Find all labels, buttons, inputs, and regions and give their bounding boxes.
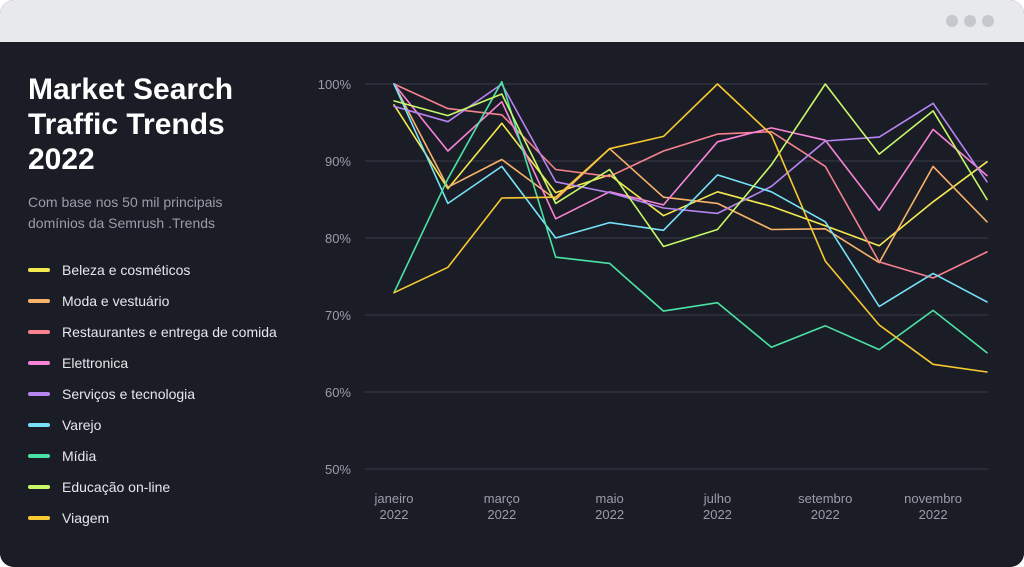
y-axis-ticks: 100% 90% 80% 70% 60% 50% [318, 77, 352, 477]
legend-item-beleza-e-cosmeticos[interactable]: Beleza e cosméticos [28, 254, 318, 285]
series-line-elettronica [393, 83, 988, 220]
x-tick-year-marco: 2022 [487, 507, 516, 522]
x-tick-month-setembro: setembro [798, 491, 852, 506]
x-tick-year-setembro: 2022 [811, 507, 840, 522]
series-line-restaurantes-e-entrega-de-comida [393, 83, 988, 279]
y-tick-label-70: 70% [325, 308, 351, 323]
legend-label: Beleza e cosméticos [62, 261, 191, 278]
legend-swatch [28, 329, 50, 334]
series-line-midia [393, 80, 988, 354]
x-tick-month-janeiro: janeiro [373, 491, 413, 506]
x-tick-year-novembro: 2022 [919, 507, 948, 522]
grid-lines [365, 83, 988, 470]
x-tick-year-janeiro: 2022 [380, 507, 409, 522]
legend-swatch [28, 267, 50, 272]
legend-swatch [28, 516, 50, 521]
series-line-servicos-e-tecnologia [393, 83, 988, 215]
legend-item-varejo[interactable]: Varejo [28, 409, 318, 440]
y-tick-label-100: 100% [318, 77, 352, 92]
series-line-educacao-on-line [393, 83, 988, 248]
y-tick-label-50: 50% [325, 462, 351, 477]
legend-label: Educação on-line [62, 479, 171, 496]
legend-label: Restaurantes e entrega de comida [62, 323, 277, 340]
legend-label: Elettronica [62, 354, 129, 371]
x-tick-month-novembro: novembro [904, 491, 962, 506]
legend-label: Viagem [62, 510, 110, 527]
x-tick-month-maio: maio [596, 491, 624, 506]
legend-item-servicos-e-tecnologia[interactable]: Serviços e tecnologia [28, 378, 318, 409]
legend-swatch [28, 454, 50, 459]
legend-item-midia[interactable]: Mídia [28, 441, 318, 472]
series-line-beleza-e-cosmeticos [393, 103, 988, 247]
legend-item-elettronica[interactable]: Elettronica [28, 347, 318, 378]
page-subtitle: Com base nos 50 mil principais domínios … [28, 194, 223, 231]
legend-label: Serviços e tecnologia [62, 385, 196, 402]
legend-swatch [28, 485, 50, 490]
window-dot-3[interactable] [982, 15, 994, 27]
series-line-moda-e-vestuario [393, 83, 988, 264]
y-tick-label-90: 90% [325, 154, 351, 169]
series-line-viagem [393, 83, 988, 373]
legend-item-viagem[interactable]: Viagem [28, 503, 318, 534]
window-dot-1[interactable] [946, 15, 958, 27]
series-lines [393, 80, 988, 373]
x-tick-year-julho: 2022 [703, 507, 732, 522]
window-titlebar [0, 0, 1024, 42]
chart-legend: Beleza e cosméticos Moda e vestuário Resta… [28, 254, 318, 534]
x-axis-ticks: janeiro2022março2022maio2022julho2022set… [373, 491, 962, 522]
x-tick-year-maio: 2022 [595, 507, 624, 522]
page-title: Market Search Traffic Trends 2022 [28, 73, 234, 176]
legend-swatch [28, 298, 50, 303]
x-tick-month-julho: julho [703, 491, 731, 506]
legend-label: Varejo [62, 417, 102, 434]
chart-panel: Market Search Traffic Trends 2022 Com ba… [0, 42, 1024, 567]
window-dot-2[interactable] [964, 15, 976, 27]
series-line-varejo [393, 83, 988, 308]
legend-swatch [28, 391, 50, 396]
legend-swatch [28, 360, 50, 365]
legend-item-educacao-on-line[interactable]: Educação on-line [28, 472, 318, 503]
legend-swatch [28, 423, 50, 428]
y-tick-label-60: 60% [325, 385, 351, 400]
x-tick-month-marco: março [484, 491, 520, 506]
legend-label: Mídia [62, 448, 97, 465]
legend-item-restaurantes-e-entrega-de-comida[interactable]: Restaurantes e entrega de comida [28, 316, 318, 347]
legend-label: Moda e vestuário [62, 292, 170, 309]
y-tick-label-80: 80% [325, 231, 351, 246]
window-controls [946, 15, 994, 27]
legend-item-moda-e-vestuario[interactable]: Moda e vestuário [28, 285, 318, 316]
line-chart: 100%90%80%70%60%50% janeiro2022março2022… [318, 77, 988, 522]
